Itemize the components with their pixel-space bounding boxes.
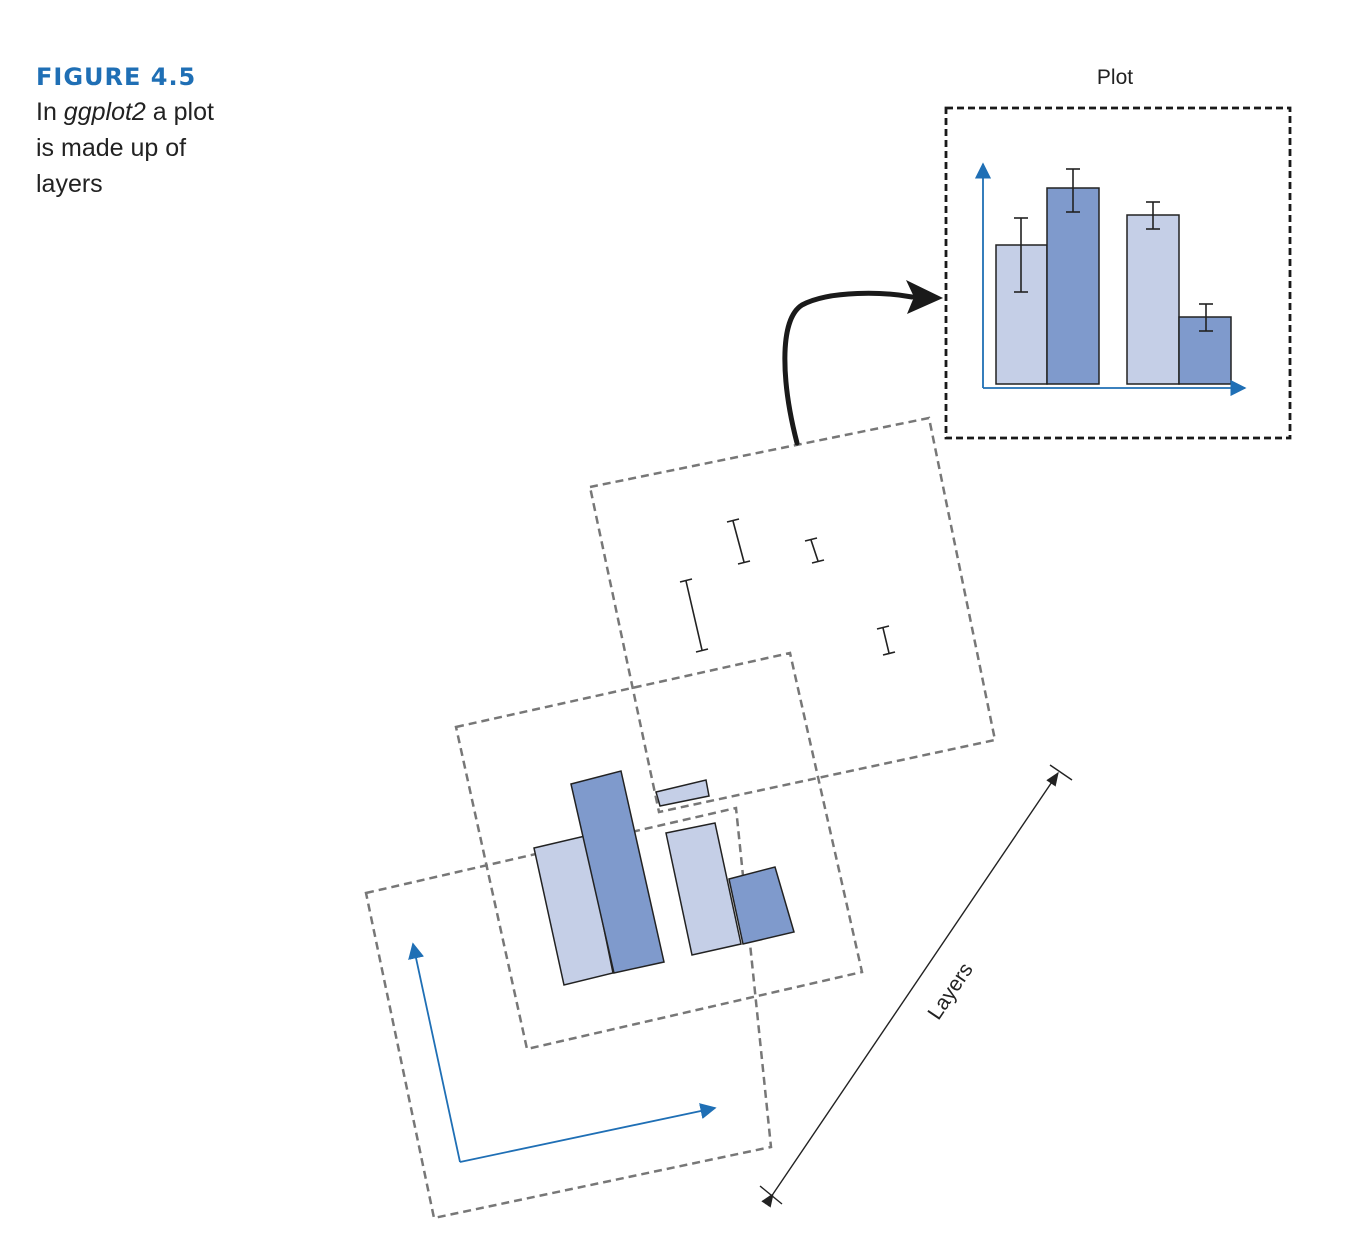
final-plot-error-bar-4: [1199, 303, 1213, 332]
final-plot-error-bar-3: [1146, 201, 1160, 230]
bars-layer-small-bar: [655, 779, 710, 807]
error-bar-4: [876, 625, 896, 656]
final-plot-error-bar-2: [1066, 168, 1080, 213]
combine-arrow: [782, 290, 915, 446]
layers-dimension-cap-top: [1049, 764, 1073, 781]
bars-layer-bar-3: [665, 822, 742, 956]
caption-line-2: is made up of: [36, 134, 187, 162]
final-plot-error-bar-1: [1014, 217, 1028, 293]
layers-dimension-line: [761, 771, 1059, 1208]
figure-caption: FIGURE 4.5 In ggplot2 a plot is made up …: [36, 60, 256, 202]
final-plot-bar-4: [1178, 316, 1232, 385]
bars-layer: [454, 651, 864, 1051]
final-plot-frame: [944, 106, 1292, 440]
layers-label: Layers: [923, 959, 977, 1024]
figure-label: FIGURE 4.5: [36, 63, 197, 91]
error-bar-3: [804, 537, 825, 564]
final-plot: Plot: [944, 66, 1292, 440]
bars-layer-frame: [454, 651, 864, 1051]
final-plot-bar-2: [1046, 187, 1100, 385]
ggplot2-term: ggplot2: [63, 98, 146, 126]
error-bar-2: [726, 518, 751, 565]
error-bar-1: [679, 578, 709, 653]
error-bars-layer-frame: [588, 416, 997, 814]
caption-line-1: In ggplot2 a plot: [36, 98, 214, 126]
layers-dimension: Layers: [759, 764, 1073, 1208]
final-plot-bar-3: [1126, 214, 1180, 385]
bars-layer-bar-1: [533, 835, 614, 986]
axes-layer-y-axis: [408, 942, 461, 1163]
error-bars-layer: [588, 416, 997, 814]
bars-layer-bar-2: [570, 770, 665, 974]
caption-line-3: layers: [36, 170, 103, 198]
combine-arrow-head: [906, 280, 943, 314]
axes-layer-x-axis: [459, 1103, 717, 1163]
plot-label: Plot: [1097, 66, 1133, 89]
layers-dimension-cap-bottom: [759, 1185, 783, 1205]
